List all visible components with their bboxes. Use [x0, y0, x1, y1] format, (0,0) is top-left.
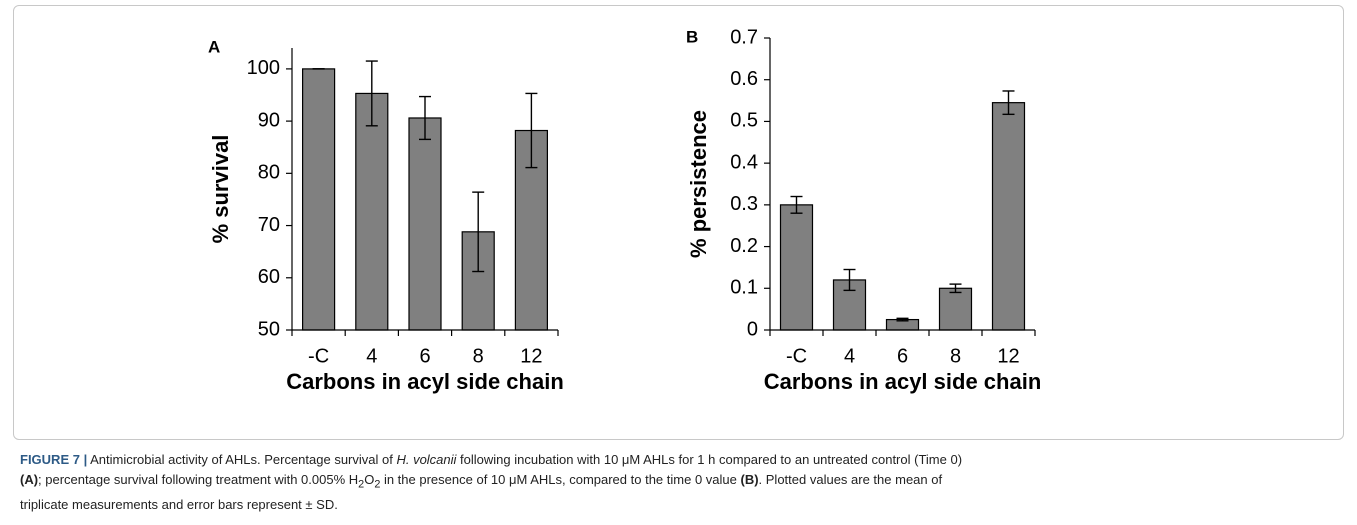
y-tick-label: 50	[258, 318, 280, 340]
error-bar	[896, 317, 909, 322]
bar	[302, 68, 336, 331]
y-tick-label: 0	[747, 318, 758, 340]
x-tick-label: 12	[997, 345, 1019, 367]
y-axis-title: % survival	[208, 135, 233, 244]
error-bar	[472, 191, 485, 273]
panel-label: A	[208, 37, 220, 56]
bar	[991, 102, 1026, 331]
y-axis-title: % persistence	[686, 110, 711, 258]
x-tick-label: 6	[419, 345, 430, 367]
y-tick-label: 0.1	[730, 277, 758, 299]
y-tick-label: 70	[258, 214, 280, 236]
caption-text: O	[364, 472, 375, 487]
bar	[355, 92, 389, 331]
caption-text: in the presence of 10 μM AHLs, compared …	[380, 472, 741, 487]
error-bar	[790, 195, 803, 214]
x-tick-label: 4	[366, 345, 377, 367]
y-tick-label: 80	[258, 162, 280, 184]
x-tick-label: 6	[897, 345, 908, 367]
bar	[938, 287, 973, 331]
caption-label: FIGURE 7 |	[20, 452, 88, 467]
x-tick-label: 4	[844, 345, 855, 367]
x-tick-label: 8	[473, 345, 484, 367]
y-tick-label: 0.2	[730, 235, 758, 257]
caption-panel-ref: (B)	[740, 472, 759, 487]
y-tick-label: 0.7	[730, 26, 758, 48]
caption-text: ; percentage survival following treatmen…	[38, 472, 359, 487]
caption-species: H. volcanii	[396, 452, 457, 467]
y-tick-label: 0.6	[730, 68, 758, 90]
error-bar	[949, 283, 962, 294]
caption-text: . Plotted values are the mean of	[758, 472, 943, 487]
error-bar	[843, 268, 856, 292]
x-tick-label: 8	[950, 345, 961, 367]
caption: FIGURE 7 | Antimicrobial activity of AHL…	[20, 450, 1340, 515]
y-tick-label: 60	[258, 266, 280, 288]
error-bar	[419, 95, 431, 141]
caption-text: following incubation with 10 μM AHLs for…	[456, 452, 963, 467]
error-bar	[365, 60, 378, 127]
x-axis-title: Carbons in acyl side chain	[764, 369, 1042, 394]
error-bar	[1002, 90, 1015, 116]
y-tick-label: 0.5	[730, 110, 758, 132]
x-axis-title: Carbons in acyl side chain	[286, 369, 564, 394]
panel-label: B	[686, 27, 698, 46]
bar	[408, 117, 442, 331]
x-tick-label: -C	[786, 345, 807, 367]
y-tick-label: 0.3	[730, 193, 758, 215]
x-tick-label: -C	[308, 345, 329, 367]
bar	[779, 204, 814, 331]
x-tick-label: 12	[520, 345, 542, 367]
caption-subscript: 2	[358, 478, 365, 491]
error-bar	[525, 92, 538, 169]
caption-text: Antimicrobial activity of AHLs. Percenta…	[87, 452, 397, 467]
caption-text: triplicate measurements and error bars r…	[20, 496, 338, 512]
y-tick-label: 90	[258, 109, 280, 131]
y-tick-label: 100	[247, 57, 280, 79]
figure-frame	[13, 5, 1344, 440]
y-tick-label: 0.4	[730, 151, 758, 173]
caption-subscript: 2	[374, 478, 381, 491]
caption-panel-ref: (A)	[20, 472, 39, 487]
